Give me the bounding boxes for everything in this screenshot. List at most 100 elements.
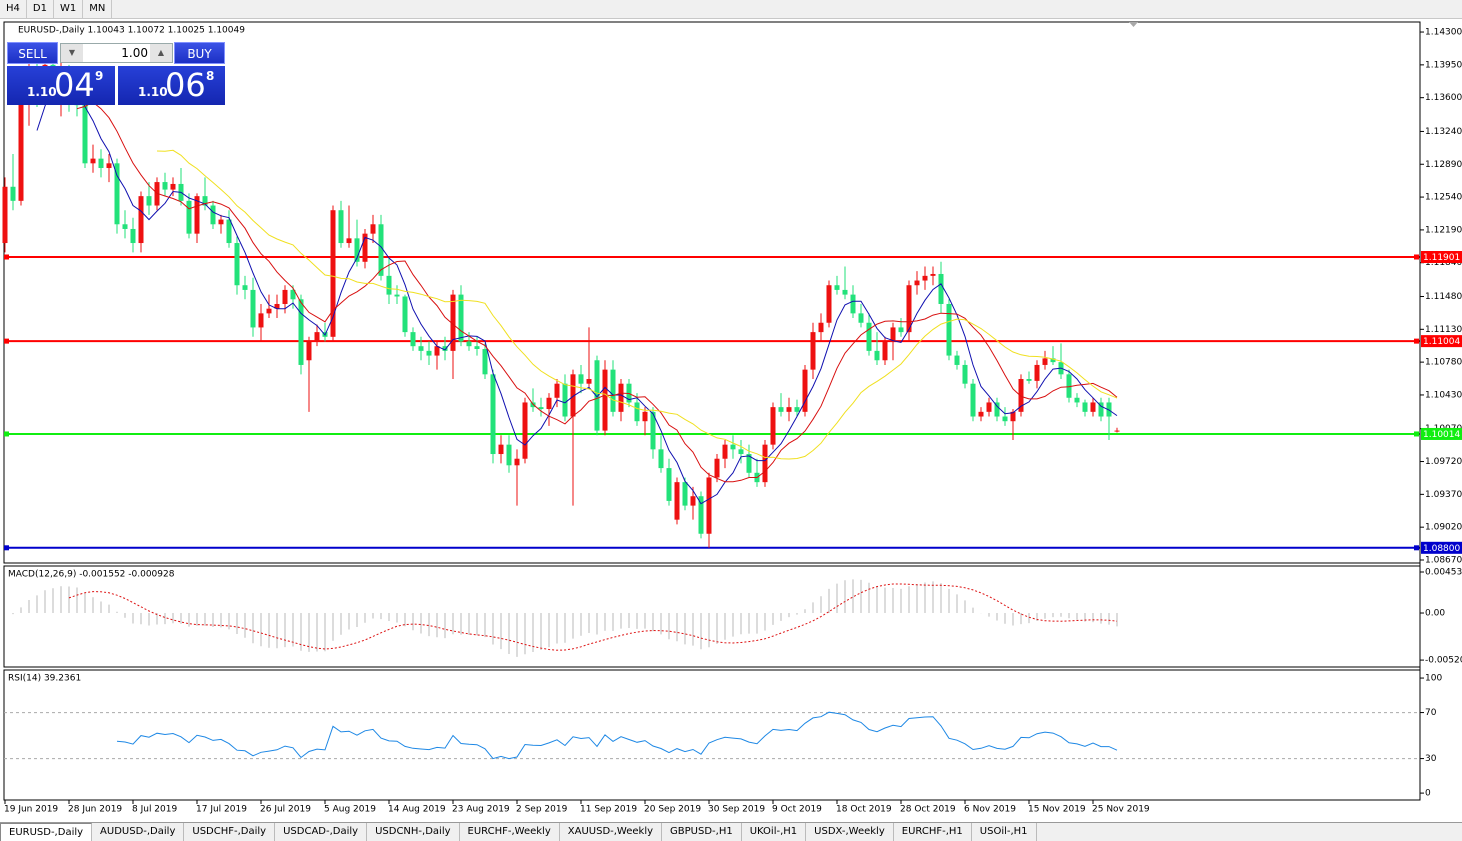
candle-body	[242, 285, 248, 290]
candle-body	[1050, 358, 1056, 363]
candle-body	[186, 200, 192, 234]
timeframe-button[interactable]: H4	[0, 0, 27, 18]
level-price-label: 1.11004	[1423, 337, 1460, 347]
level-handle	[4, 254, 9, 260]
candle-body	[978, 411, 984, 417]
candle-body	[450, 294, 456, 351]
level-price-box	[1421, 251, 1462, 264]
candle-body	[802, 369, 808, 412]
candle-body	[682, 482, 688, 506]
y-tick-label: 30	[1425, 754, 1437, 764]
lot-input[interactable]: ▼ 1.00 ▲	[60, 43, 173, 63]
chart-tab[interactable]: AUDUSD-,Daily	[92, 823, 185, 841]
candle-body	[794, 407, 800, 412]
y-tick-label: 1.10430	[1425, 390, 1462, 400]
sell-price[interactable]: 1.10 04 9	[7, 66, 115, 105]
price-pip: 8	[206, 69, 215, 83]
level-handle	[1414, 545, 1419, 551]
candle-body	[426, 350, 432, 356]
macd-signal-line	[68, 583, 1118, 651]
timeframe-button[interactable]: MN	[83, 0, 113, 18]
candle-body	[306, 341, 312, 361]
candle-body	[1090, 402, 1096, 412]
x-tick-label: 8 Jul 2019	[132, 805, 177, 815]
candle-body	[666, 468, 672, 501]
candle-body	[234, 243, 240, 286]
candle-body	[946, 303, 952, 356]
timeframe-button[interactable]: W1	[54, 0, 84, 18]
y-tick-label: 1.11480	[1425, 292, 1462, 302]
candle-body	[290, 289, 296, 300]
chart-tab[interactable]: UKOil-,H1	[742, 823, 807, 841]
chart-tab[interactable]: USDCHF-,Daily	[184, 823, 276, 841]
candle-body	[906, 285, 912, 333]
chart-tab[interactable]: USOil-,H1	[972, 823, 1037, 841]
candle-body	[418, 346, 424, 351]
y-tick-label: 1.09020	[1425, 523, 1462, 533]
candle-body	[1082, 402, 1088, 412]
candle-body	[1042, 358, 1048, 365]
chart-tab[interactable]: USDX-,Weekly	[806, 823, 894, 841]
candle-body	[314, 332, 320, 342]
chart-tab[interactable]: EURUSD-,Daily	[0, 823, 93, 841]
candle-body	[1002, 416, 1008, 422]
candle-body	[482, 349, 488, 375]
x-tick-label: 25 Nov 2019	[1092, 805, 1150, 815]
price-main: 04	[54, 66, 95, 104]
y-tick-label: 1.10780	[1425, 358, 1462, 368]
candle-body	[538, 407, 544, 410]
candle-body	[194, 196, 200, 234]
chart-tab[interactable]: EURCHF-,Weekly	[460, 823, 560, 841]
x-tick-label: 14 Aug 2019	[388, 805, 446, 815]
x-tick-label: 19 Jun 2019	[4, 805, 58, 815]
candle-body	[818, 322, 824, 333]
candle-body	[354, 238, 360, 262]
candle-body	[778, 407, 784, 412]
timeframe-button[interactable]: D1	[27, 0, 54, 18]
level-handle	[1414, 254, 1419, 260]
level-price-box	[1421, 335, 1462, 348]
y-tick-label: 1.09370	[1425, 490, 1462, 500]
y-tick-label: 1.11130	[1425, 325, 1462, 335]
sell-button[interactable]: SELL	[7, 42, 58, 64]
buy-button[interactable]: BUY	[174, 42, 225, 64]
candle-body	[874, 350, 880, 361]
candle-body	[738, 449, 744, 455]
y-tick-label: 1.13240	[1425, 127, 1462, 137]
candle-body	[962, 364, 968, 384]
candle-body	[594, 360, 600, 431]
level-price-label: 1.10014	[1423, 430, 1460, 440]
level-handle	[4, 431, 9, 437]
chart-tab[interactable]: GBPUSD-,H1	[662, 823, 742, 841]
panel-title: RSI(14) 39.2361	[8, 674, 81, 684]
candle-body	[466, 341, 472, 347]
candle-body	[610, 369, 616, 412]
y-tick-label: 100	[1425, 674, 1442, 684]
y-tick-label: 1.09720	[1425, 457, 1462, 467]
buy-price[interactable]: 1.10 06 8	[118, 66, 225, 105]
candle-body	[922, 275, 928, 281]
x-tick-label: 23 Aug 2019	[452, 805, 510, 815]
level-price-box	[1421, 427, 1462, 440]
chart-tab[interactable]: EURCHF-,H1	[894, 823, 972, 841]
lot-decrease[interactable]: ▼	[61, 44, 83, 62]
candle-body	[554, 383, 560, 398]
candle-body	[634, 402, 640, 422]
chart-tab[interactable]: USDCNH-,Daily	[367, 823, 460, 841]
candle-body	[834, 285, 840, 290]
candle-body	[642, 411, 648, 422]
lot-increase[interactable]: ▲	[150, 44, 172, 62]
candle-body	[362, 233, 368, 262]
candle-body	[330, 210, 336, 337]
candle-body	[842, 289, 848, 295]
candle-body	[498, 444, 504, 455]
chart-tab[interactable]: XAUUSD-,Weekly	[560, 823, 663, 841]
candle-body	[514, 458, 520, 466]
candle-body	[866, 322, 872, 351]
chart-tab[interactable]: USDCAD-,Daily	[275, 823, 368, 841]
candle-body	[770, 407, 776, 445]
candle-body	[938, 273, 944, 304]
panel-title: MACD(12,26,9) -0.001552 -0.000928	[8, 570, 175, 580]
y-tick-label: 1.11840	[1425, 258, 1462, 268]
